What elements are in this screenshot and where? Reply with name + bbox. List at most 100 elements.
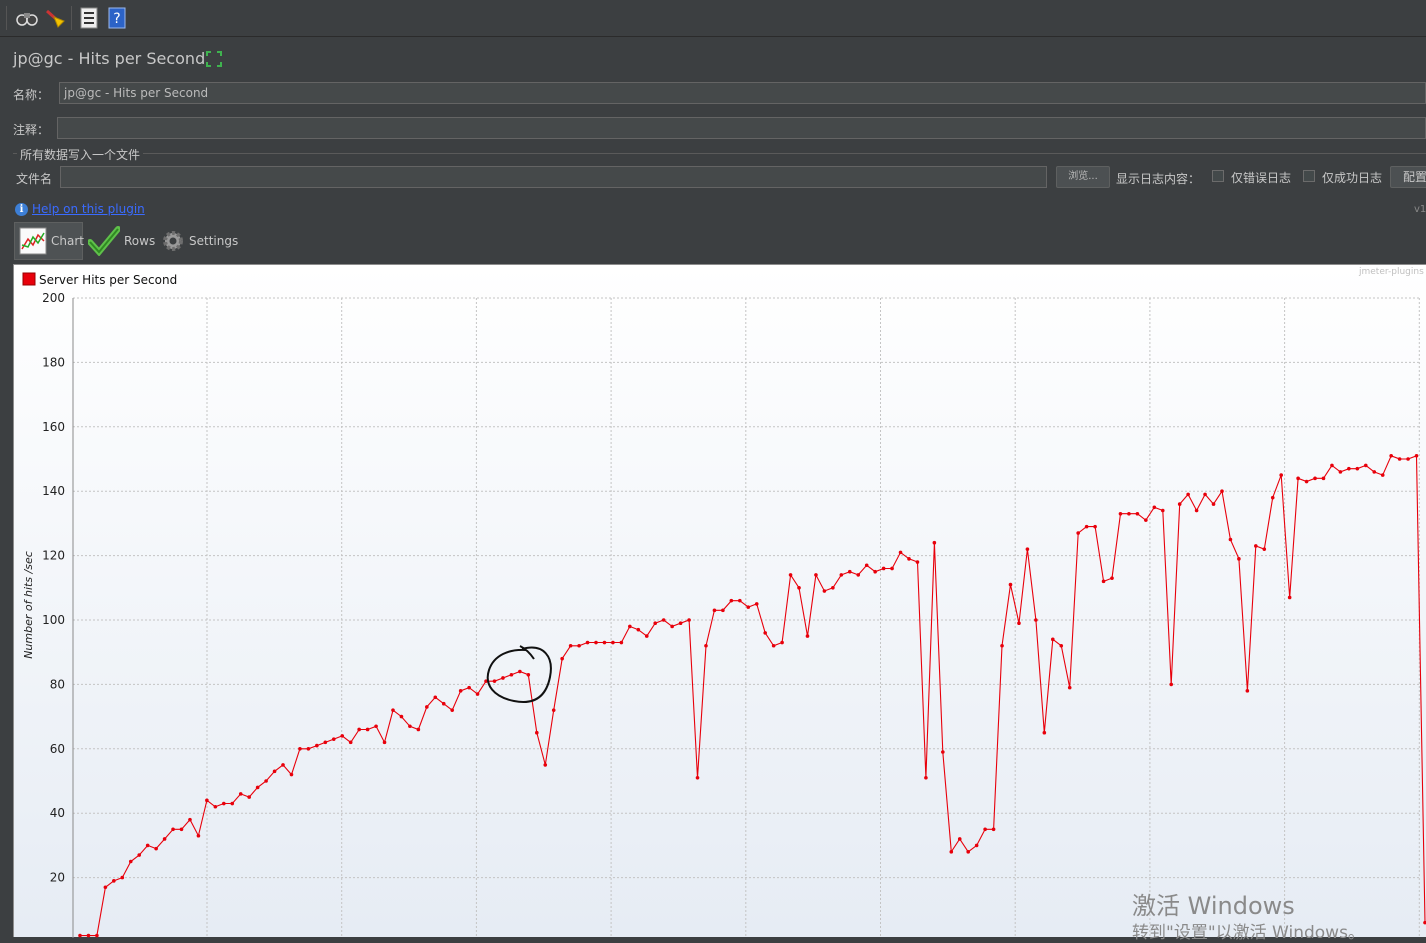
- data-point: [644, 634, 649, 638]
- tab-chart[interactable]: Chart: [14, 222, 84, 260]
- data-point: [1262, 547, 1267, 551]
- data-point: [661, 618, 666, 622]
- data-point: [1017, 621, 1021, 626]
- section-border: [13, 153, 1426, 154]
- data-point: [1000, 643, 1004, 648]
- data-point: [1152, 505, 1157, 510]
- data-point: [112, 879, 116, 883]
- tab-rows[interactable]: Rows: [87, 222, 158, 260]
- data-point: [331, 737, 336, 741]
- data-point: [653, 621, 658, 626]
- data-point: [1372, 470, 1377, 474]
- data-point: [822, 589, 827, 593]
- data-point: [306, 747, 311, 751]
- data-point: [831, 586, 835, 590]
- page-title: jp@gc - Hits per Second: [13, 49, 206, 68]
- data-point: [1084, 524, 1089, 529]
- data-point: [1321, 476, 1326, 481]
- data-point: [1245, 689, 1250, 693]
- legend-swatch: [22, 272, 36, 286]
- svg-text:?: ?: [113, 11, 120, 27]
- comment-field[interactable]: [57, 117, 1426, 139]
- data-point: [1220, 489, 1224, 493]
- filename-field[interactable]: [60, 166, 1047, 188]
- y-tick-label: 160: [42, 420, 65, 434]
- y-tick-label: 120: [42, 549, 65, 563]
- help-book-icon[interactable]: ?: [105, 6, 129, 30]
- data-point: [1270, 495, 1275, 500]
- data-point: [864, 563, 869, 568]
- data-point: [966, 850, 971, 854]
- data-point: [1118, 511, 1123, 516]
- data-point: [932, 540, 937, 545]
- data-point: [475, 692, 480, 696]
- data-point: [222, 801, 226, 806]
- data-point: [738, 598, 742, 603]
- data-point: [492, 679, 497, 683]
- data-point: [213, 804, 218, 809]
- expand-icon[interactable]: [205, 50, 223, 68]
- info-icon: i: [15, 203, 28, 216]
- data-point: [1279, 473, 1283, 477]
- data-point: [1406, 457, 1410, 461]
- y-tick-label: 60: [50, 742, 65, 756]
- data-point: [391, 708, 395, 712]
- broom-icon[interactable]: [43, 6, 67, 30]
- data-point: [1313, 476, 1317, 481]
- data-point: [847, 569, 852, 574]
- data-point: [238, 792, 243, 796]
- data-point: [1237, 557, 1241, 561]
- list-icon[interactable]: [77, 6, 101, 30]
- y-tick-label: 40: [50, 806, 65, 820]
- data-point: [1110, 576, 1114, 580]
- data-point: [695, 775, 700, 780]
- data-point: [289, 772, 294, 777]
- data-point: [1186, 492, 1190, 497]
- legend-label: Server Hits per Second: [39, 273, 177, 287]
- data-point: [1296, 476, 1300, 481]
- name-field[interactable]: jp@gc - Hits per Second: [59, 82, 1426, 104]
- data-point: [433, 695, 438, 700]
- data-point: [763, 631, 767, 635]
- line-chart-icon: [19, 227, 47, 255]
- data-point: [534, 730, 539, 735]
- data-point: [1363, 463, 1368, 468]
- version-label: v1: [1414, 204, 1426, 215]
- y-axis-label: Number of hits /sec: [22, 551, 35, 659]
- binoculars-icon[interactable]: [15, 6, 39, 30]
- data-point: [196, 833, 201, 838]
- data-point: [450, 708, 455, 712]
- data-point: [154, 846, 158, 851]
- errors-only-label: 仅错误日志: [1231, 171, 1292, 185]
- data-point: [340, 734, 345, 738]
- data-point: [788, 573, 793, 577]
- data-point: [619, 640, 624, 645]
- y-tick-label: 200: [42, 291, 65, 305]
- data-point: [1008, 582, 1013, 587]
- data-point: [1423, 920, 1426, 925]
- filename-label: 文件名: [16, 172, 53, 186]
- series-line: [80, 455, 1426, 937]
- data-point: [247, 795, 251, 799]
- data-point: [1034, 618, 1038, 622]
- configure-button[interactable]: 配置: [1390, 166, 1426, 188]
- toolbar: ?: [0, 0, 1426, 37]
- data-point: [628, 624, 632, 629]
- y-tick-label: 180: [42, 355, 65, 369]
- data-point: [957, 837, 962, 841]
- data-point: [814, 573, 818, 577]
- tab-settings[interactable]: Settings: [161, 222, 241, 260]
- data-point: [78, 933, 82, 938]
- data-point: [357, 727, 361, 732]
- data-point: [145, 843, 150, 848]
- data-point: [509, 672, 514, 677]
- success-only-checkbox[interactable]: [1303, 170, 1315, 182]
- browse-button[interactable]: 浏览...: [1056, 166, 1110, 188]
- errors-only-checkbox[interactable]: [1212, 170, 1224, 182]
- data-point: [856, 573, 861, 577]
- data-point: [560, 656, 564, 661]
- data-point: [128, 859, 133, 864]
- help-link[interactable]: Help on this plugin: [32, 202, 145, 216]
- data-point: [881, 566, 886, 571]
- data-point: [1380, 473, 1385, 477]
